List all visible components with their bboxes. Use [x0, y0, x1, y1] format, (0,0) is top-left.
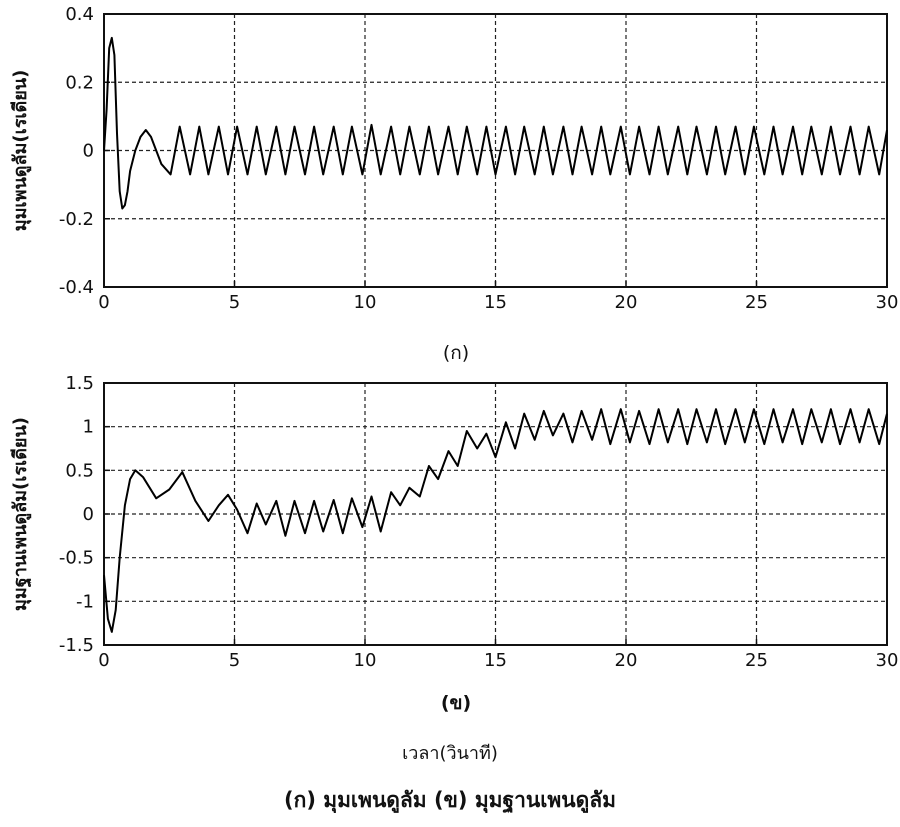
figure-caption: (ก) มุมเพนดูลัม (ข) มุมฐานเพนดูลัม: [284, 788, 616, 812]
y-tick-label: -1: [76, 591, 94, 612]
x-tick-label: 30: [876, 650, 899, 671]
y-tick-label: 0: [83, 504, 94, 525]
y-tick-label: 0: [83, 141, 94, 162]
x-tick-label: 10: [354, 292, 377, 313]
x-tick-label: 20: [615, 292, 638, 313]
y-tick-label: 0.5: [65, 460, 94, 481]
x-tick-label: 5: [229, 292, 240, 313]
y-tick-label: -0.5: [59, 548, 94, 569]
x-tick-label: 0: [98, 650, 109, 671]
y-tick-label: 0.2: [65, 72, 94, 93]
y-tick-label: -0.4: [59, 277, 94, 298]
y-tick-label: -0.2: [59, 209, 94, 230]
chart-a-xlabel: (ก): [442, 342, 470, 364]
x-tick-label: 10: [354, 650, 377, 671]
y-tick-label: 0.4: [65, 4, 94, 25]
x-tick-label: 0: [98, 292, 109, 313]
chart-b-base-angle: 0 5 10 15 20 25 30 -1.5 -1 -0.5 0 0.5 1 1.5 มุมฐานเพนด…: [10, 373, 898, 671]
y-axis-label: มุมฐานเพนดูลัม(เรเดียน): [10, 417, 32, 611]
x-tick-label: 30: [876, 292, 899, 313]
series-line: [103, 36, 888, 210]
x-tick-label: 15: [484, 650, 507, 671]
y-tick-label: 1.5: [65, 373, 94, 394]
y-tick-label: -1.5: [59, 635, 94, 656]
chart-b-xlabel: (ข): [440, 692, 472, 714]
y-tick-label: 1: [83, 417, 94, 438]
x-tick-label: 25: [745, 292, 768, 313]
x-tick-label: 25: [745, 650, 768, 671]
time-axis-label: เวลา(วินาที): [402, 743, 498, 764]
x-tick-label: 20: [615, 650, 638, 671]
x-tick-label: 5: [229, 650, 240, 671]
chart-a-pendulum-angle: 0 5 10 15 20 25 30 -0.4 -0.2 0 0.2 0.4 มุมเพนดูลัม(เ…: [10, 4, 898, 313]
y-axis-label: มุมเพนดูลัม(เรเดียน): [10, 70, 32, 232]
x-tick-label: 15: [484, 292, 507, 313]
series-line: [103, 408, 888, 633]
